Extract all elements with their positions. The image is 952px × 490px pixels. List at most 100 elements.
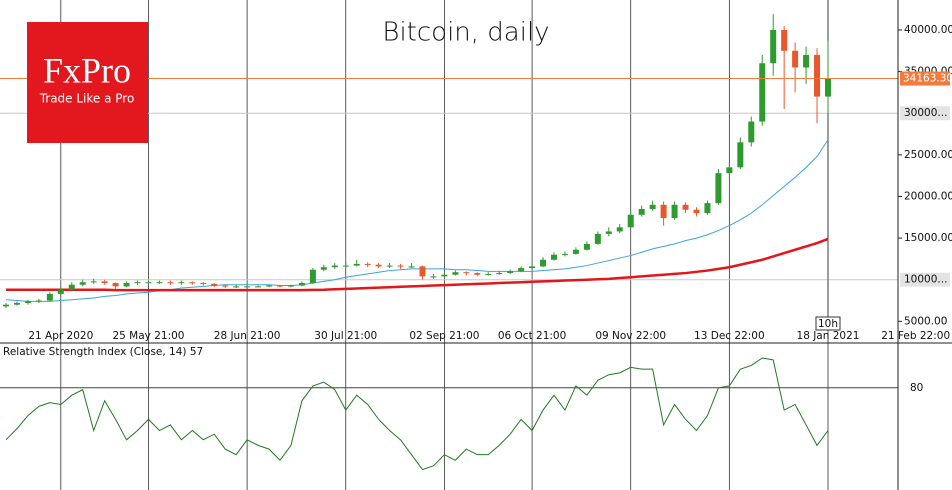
y-tick-label: 15000.00 [904, 232, 952, 244]
candle-body [759, 63, 766, 122]
candle-body [222, 285, 229, 287]
candle-body [561, 253, 568, 255]
candle-body [112, 283, 119, 287]
candle-body [244, 286, 251, 288]
candle-body [24, 301, 31, 304]
last-price-label: 34163.30 [903, 73, 952, 85]
candle-body [156, 282, 163, 284]
candle-body [277, 285, 283, 287]
candle-body [134, 282, 141, 284]
candle-body [748, 121, 755, 143]
candle-body [386, 265, 393, 267]
candle-body [79, 282, 86, 285]
y-tick-label: 80 [910, 382, 923, 394]
candle-body [57, 289, 64, 294]
candle-body [353, 263, 360, 266]
x-tick-label: 21 Feb 22:00 [881, 330, 950, 342]
x-tick-label: 18 Jan 2021 [797, 330, 860, 342]
candle-body [364, 263, 371, 265]
candle-body [551, 254, 557, 260]
candle-body [770, 29, 777, 64]
labels: 21 Apr 2020 25 May 21:00 28 Jun 21:00 30 Ju… [28, 24, 952, 394]
candle-body [616, 227, 623, 232]
candle-body [13, 303, 20, 305]
candle-body [101, 281, 108, 284]
candle-body [726, 167, 733, 174]
y-tick-label: 5000.00 [904, 315, 947, 327]
candle-body [430, 276, 437, 278]
candle-body [737, 142, 744, 168]
candle-body [627, 214, 634, 228]
candle-body [211, 283, 218, 286]
x-tick-label: 25 May 21:00 [112, 330, 184, 342]
candle-body [90, 281, 97, 283]
rsi-line [5, 357, 829, 471]
candle-body [518, 268, 525, 272]
x-tick-label: 21 Apr 2020 [28, 330, 93, 342]
candle-body [123, 283, 130, 287]
logo-box [27, 22, 148, 143]
candle-body [287, 285, 294, 287]
candle-body [419, 266, 426, 277]
candle-body [167, 282, 174, 284]
timer-box [815, 316, 841, 331]
candle-body [189, 282, 196, 284]
y-tick-label: 25000.00 [904, 149, 952, 161]
x-tick-label: 13 Dec 22:00 [694, 330, 765, 342]
candle-body [485, 273, 492, 275]
level-label-box [900, 272, 950, 287]
candle-body [704, 203, 711, 214]
x-tick-label: 30 Jul 21:00 [314, 330, 377, 342]
last-price-box [900, 71, 950, 86]
candle-body [35, 300, 42, 302]
candle-body [825, 78, 831, 97]
chart-title: Bitcoin, daily [382, 18, 549, 48]
candle-body [233, 286, 240, 288]
candle-body [715, 173, 722, 204]
candle-body [178, 282, 185, 284]
candle-body [200, 283, 207, 285]
x-tick-label: 02 Sep 21:00 [409, 330, 479, 342]
candle-body [781, 29, 788, 51]
candle-body [594, 233, 601, 244]
candle-body [68, 284, 75, 290]
timer-label: 10h [818, 318, 838, 330]
candle-body [145, 282, 152, 284]
candle-body [583, 243, 590, 250]
candle-body [529, 266, 536, 269]
rsi-title: Relative Strength Index (Close, 14) 57 [3, 346, 203, 358]
candle-body [408, 266, 415, 268]
candle-body [540, 259, 547, 267]
candle-body [463, 272, 470, 274]
candle-body [266, 285, 273, 287]
candle-body [3, 304, 9, 307]
candle-body [792, 50, 799, 68]
candle-body [507, 271, 514, 274]
candle-body [474, 273, 481, 275]
candle-body [671, 204, 678, 219]
logo-name: FxPro [43, 50, 131, 90]
logo-tagline: Trade Like a Pro [39, 92, 135, 106]
candle-body [309, 269, 316, 284]
candle-body [649, 204, 656, 209]
candle-body [298, 283, 305, 286]
candle-body [46, 293, 53, 301]
candle-body [255, 286, 262, 288]
candle-body [682, 204, 689, 210]
x-tick-label: 28 Jun 21:00 [214, 330, 281, 342]
x-tick-label: 06 Oct 21:00 [498, 330, 566, 342]
level-label: 30000... [904, 107, 947, 119]
plot-area [0, 14, 898, 471]
level-label-box [900, 106, 950, 121]
candle-body [693, 209, 700, 214]
candle-body [496, 273, 503, 275]
candle-body [375, 264, 382, 267]
candle-body [638, 208, 645, 215]
candle-body [452, 272, 459, 275]
candle-body [803, 54, 810, 68]
x-tick-label: 09 Nov 22:00 [595, 330, 666, 342]
y-tick-label: 20000.00 [904, 190, 952, 202]
candle-body [331, 265, 338, 268]
level-label: 10000... [904, 274, 947, 286]
